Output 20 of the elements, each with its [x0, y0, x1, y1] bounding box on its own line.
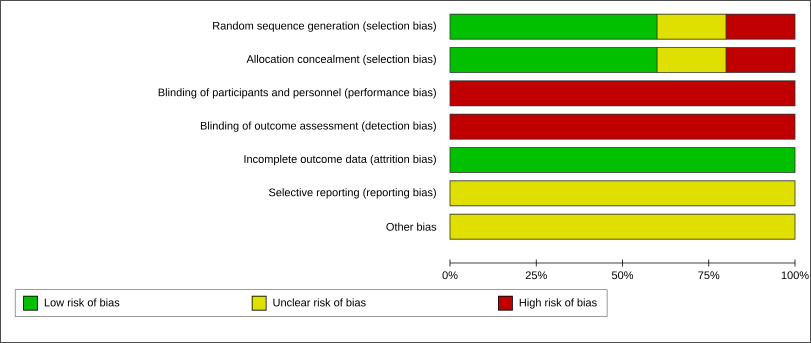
y-tick-label: Other bias [386, 222, 436, 231]
x-tick-label: 100% [782, 271, 809, 280]
x-tick-label: 0% [442, 271, 458, 280]
x-tick-label: 25% [526, 271, 547, 280]
legend-label: Low risk of bias [44, 298, 120, 306]
legend-label: High risk of bias [520, 298, 597, 309]
bar [450, 147, 796, 173]
y-tick-label: Incomplete outcome data (attrition bias) [244, 154, 436, 166]
bar [450, 214, 796, 240]
bar [450, 80, 796, 106]
x-tick-label: 75% [698, 271, 720, 280]
legend-label: Unclear risk of bias [273, 298, 366, 306]
y-tick-label: Blinding of participants and personnel (performance bias) [158, 88, 436, 98]
y-tick-label: Blinding of outcome assessment (detection bias) [200, 122, 436, 132]
x-tick-label: 50% [612, 271, 634, 280]
bar [450, 180, 796, 206]
y-tick-label: Random sequence generation (selection bias) [213, 22, 436, 32]
bar [450, 114, 796, 140]
y-tick-label: Selective reporting (reporting bias) [268, 188, 436, 198]
y-tick-label: Allocation concealment (selection bias) [246, 54, 436, 66]
